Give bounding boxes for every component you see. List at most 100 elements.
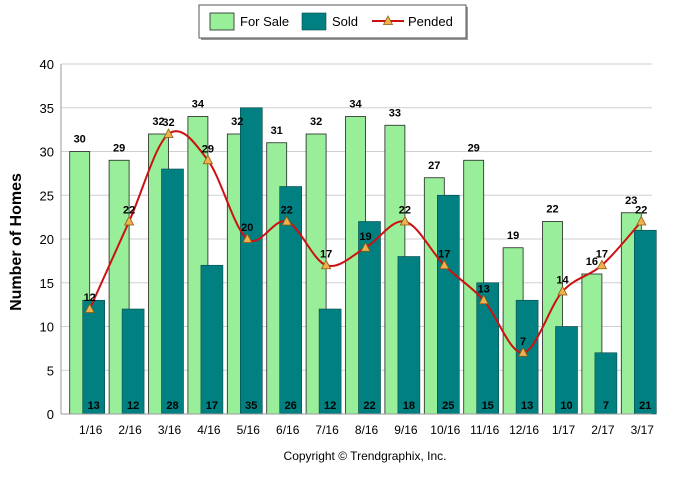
pended-marker: [478, 294, 489, 305]
for-sale-value-label: 30: [74, 134, 86, 146]
sold-value-label: 7: [603, 400, 609, 412]
for-sale-value-label: 22: [546, 204, 558, 216]
y-tick-label: 25: [40, 188, 54, 203]
x-tick-label: 3/16: [158, 423, 182, 437]
x-tick-label: 1/16: [79, 423, 103, 437]
sold-value-label: 13: [521, 400, 533, 412]
x-tick-label: 1/17: [552, 423, 576, 437]
sold-bar: [397, 256, 421, 415]
sold-bar: [200, 264, 224, 415]
for-sale-value-label: 23: [625, 195, 637, 207]
for-sale-value-label: 27: [428, 160, 440, 172]
sold-bar: [82, 299, 105, 415]
for-sale-value-label: 33: [389, 107, 401, 119]
pended-marker: [636, 215, 647, 226]
legend-label-pended: Pended: [408, 14, 453, 29]
data-labels-layer: 30 29 32 34 32 31 32 34 33 27 29 19 22 16 23 13 12 28 17 35…: [74, 99, 652, 413]
axis-layer: 0 5 10 15 20 25 30 35 40 1/16 2/16 3/16 4/16 5/16 6/16…: [40, 57, 655, 437]
sold-bar: [318, 308, 342, 415]
x-tick-label: 2/16: [118, 423, 142, 437]
for-sale-value-label: 29: [468, 142, 480, 154]
sold-value-label: 10: [560, 400, 572, 412]
y-tick-label: 0: [47, 407, 54, 422]
for-sale-value-label: 34: [349, 99, 362, 111]
x-tick-label: 3/17: [631, 423, 655, 437]
for-sale-value-label: 32: [231, 116, 243, 128]
x-tick-label: 2/17: [591, 423, 615, 437]
bars-layer: [69, 107, 657, 415]
for-sale-value-label: 19: [507, 230, 519, 242]
y-tick-label: 40: [40, 57, 54, 72]
pended-value-label: 29: [202, 143, 214, 155]
y-tick-label: 30: [40, 145, 54, 160]
y-axis-title: Number of Homes: [8, 173, 25, 311]
for-sale-value-label: 16: [586, 256, 598, 268]
pended-value-label: 22: [399, 205, 411, 217]
copyright-text: Copyright © Trendgraphix, Inc.: [284, 449, 447, 463]
pended-line-layer: [84, 128, 647, 357]
x-tick-label: 10/16: [430, 423, 460, 437]
pended-value-label: 32: [162, 117, 174, 129]
y-tick-label: 20: [40, 232, 54, 247]
sold-value-label: 17: [206, 400, 218, 412]
pended-value-label: 7: [520, 336, 526, 348]
pended-value-label: 20: [241, 222, 253, 234]
y-tick-label: 5: [47, 363, 54, 378]
pended-marker: [320, 259, 332, 270]
sold-bar: [240, 107, 263, 415]
x-tick-label: 12/16: [509, 423, 539, 437]
pended-value-label: 13: [478, 283, 490, 295]
y-tick-label: 35: [40, 101, 54, 116]
x-tick-label: 5/16: [237, 423, 261, 437]
x-tick-label: 7/16: [315, 423, 339, 437]
x-tick-label: 4/16: [197, 423, 221, 437]
for-sale-value-label: 32: [152, 116, 164, 128]
sold-value-label: 12: [127, 400, 139, 412]
legend-label-for-sale: For Sale: [240, 14, 289, 29]
pended-marker: [517, 346, 529, 357]
sold-bar: [515, 299, 539, 415]
pended-marker: [163, 128, 174, 138]
pended-marker: [399, 215, 411, 226]
x-tick-label: 6/16: [276, 423, 300, 437]
pended-value-label: 22: [281, 205, 293, 217]
for-sale-value-label: 29: [113, 142, 125, 154]
y-tick-label: 15: [40, 276, 54, 291]
sold-bar: [436, 194, 460, 415]
pended-value-label: 14: [556, 275, 569, 287]
pended-marker: [281, 215, 292, 226]
sold-bar: [633, 229, 657, 415]
for-sale-value-label: 32: [310, 116, 322, 128]
pended-value-label: 12: [84, 292, 96, 304]
legend-swatch-sold: [301, 12, 327, 31]
sold-value-label: 21: [639, 400, 651, 412]
sold-value-label: 13: [88, 400, 100, 412]
sold-value-label: 18: [403, 400, 415, 412]
sold-value-label: 12: [324, 400, 336, 412]
pended-marker: [557, 285, 568, 296]
sold-bar: [121, 308, 145, 415]
x-tick-label: 8/16: [355, 423, 379, 437]
legend-label-sold: Sold: [332, 14, 358, 29]
pended-marker: [202, 154, 214, 165]
pended-marker: [360, 241, 371, 252]
pended-value-label: 17: [596, 248, 608, 260]
sold-bar: [161, 168, 184, 415]
legend-swatch-for-sale: [209, 12, 235, 31]
pended-marker: [242, 233, 253, 243]
y-tick-label: 10: [40, 320, 54, 335]
pended-value-label: 22: [123, 205, 135, 217]
pended-marker: [123, 215, 135, 226]
legend-box: [198, 4, 467, 39]
pended-value-label: 17: [320, 248, 332, 260]
sold-value-label: 35: [245, 400, 257, 412]
sold-value-label: 25: [442, 400, 454, 412]
pended-marker: [84, 303, 95, 313]
pended-value-label: 22: [635, 205, 647, 217]
legend-swatch-pended-marker: [382, 15, 394, 25]
legend: For Sale Sold Pended: [198, 4, 468, 40]
x-tick-label: 11/16: [470, 423, 499, 437]
pended-marker: [596, 259, 608, 270]
